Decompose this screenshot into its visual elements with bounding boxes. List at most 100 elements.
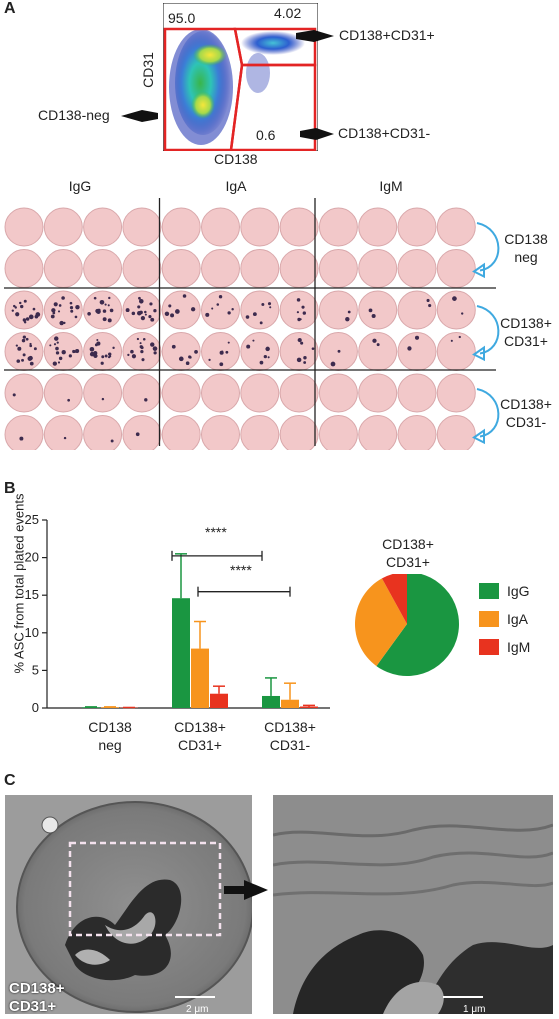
well — [240, 373, 280, 413]
well-spot — [368, 308, 373, 313]
well-spot — [252, 312, 257, 317]
em-zoom-arrow — [224, 880, 268, 900]
well-spot — [97, 308, 101, 312]
row-label-cd138neg-line2: neg — [514, 249, 538, 265]
row-label-cd31neg-line1: CD138+ — [500, 396, 552, 412]
legend-label-igg: IgG — [507, 583, 530, 599]
well-spot — [104, 303, 107, 306]
well-spot — [89, 346, 95, 352]
well-spot — [296, 311, 299, 314]
well-spot — [140, 315, 146, 321]
well-spot — [168, 304, 172, 308]
well — [279, 290, 319, 330]
well-spot — [345, 316, 350, 322]
well — [161, 207, 201, 247]
flow-plot — [163, 3, 318, 151]
well-spot — [127, 353, 130, 357]
well — [318, 373, 358, 413]
well — [358, 207, 398, 247]
well-spot — [194, 349, 198, 354]
well-spot — [259, 321, 263, 325]
y-tick-label: 5 — [32, 662, 39, 677]
well-spot — [265, 346, 270, 352]
well-spot — [107, 304, 110, 307]
em-image-right — [273, 795, 553, 1014]
replicate-arrow-head — [472, 345, 485, 362]
well-spot — [107, 318, 112, 323]
well — [201, 290, 240, 330]
well-spot — [130, 349, 134, 354]
well-spot — [178, 356, 184, 362]
well-spot — [302, 311, 306, 315]
well — [436, 415, 476, 450]
gate-value-cd138-cd31pos: 4.02 — [274, 5, 302, 21]
bar-chart-ylabel: % ASC from total plated events — [11, 493, 27, 674]
well-spot — [100, 361, 104, 365]
row-label-cd31neg: CD138+ CD31- — [496, 395, 556, 431]
well — [4, 249, 44, 288]
well-spot — [164, 311, 170, 317]
well-spot — [300, 341, 304, 345]
well-spot — [58, 356, 63, 361]
bar-category-1-line2: CD31+ — [178, 737, 222, 753]
well-spot — [22, 318, 27, 322]
elispot-col-iga: IgA — [225, 178, 247, 194]
well-spot — [426, 298, 430, 303]
well-spot — [170, 313, 175, 318]
bar-igm — [300, 706, 318, 708]
bar-category-2-line2: CD31- — [269, 737, 311, 753]
well — [43, 415, 83, 450]
well-spot — [107, 355, 111, 359]
well-spot — [149, 302, 153, 306]
well-spot — [148, 314, 152, 319]
well-spot — [330, 361, 336, 367]
well-spot — [112, 346, 115, 350]
pie-slice-igm — [381, 574, 407, 624]
well-spot — [29, 361, 34, 366]
well-spot — [139, 310, 143, 315]
well — [4, 373, 44, 413]
well — [358, 373, 398, 413]
well-spot — [221, 350, 224, 353]
well — [43, 290, 83, 330]
pie-title-line2: CD31+ — [386, 554, 430, 570]
well — [279, 373, 319, 413]
well-spot — [61, 296, 65, 300]
well-spot — [452, 296, 457, 301]
replicate-arrow — [476, 388, 500, 438]
well — [358, 290, 398, 330]
well — [318, 415, 358, 450]
well-spot — [57, 361, 61, 364]
well-spot — [208, 358, 211, 361]
well-spot — [55, 346, 59, 351]
well-spot — [32, 307, 36, 311]
well — [201, 415, 240, 450]
well — [358, 415, 398, 450]
well-spot — [153, 351, 157, 355]
y-tick-label: 15 — [25, 587, 39, 602]
bar-category-0: CD138 neg — [70, 718, 150, 754]
well-spot — [227, 341, 230, 344]
well-spot — [109, 308, 114, 313]
pie-slice-iga — [355, 578, 407, 667]
well — [397, 207, 437, 247]
bar-category-2-line1: CD138+ — [264, 719, 316, 735]
well-spot — [136, 337, 140, 341]
well — [436, 290, 476, 330]
gate-value-cd138neg: 95.0 — [168, 10, 196, 26]
well-spot — [101, 397, 105, 401]
em-scale-left: 2 μm — [186, 1004, 209, 1015]
well — [122, 415, 162, 450]
well-spot — [15, 312, 20, 317]
em-cell-label: CD138+ CD31+ — [9, 980, 64, 1016]
well-spot — [376, 343, 380, 347]
well-spot — [140, 346, 144, 350]
well-spot — [414, 335, 420, 340]
well-spot — [23, 321, 27, 324]
well-spot — [152, 346, 158, 351]
well-spot — [182, 294, 187, 298]
well-spot — [101, 355, 105, 359]
gate-value-cd138-cd31neg: 0.6 — [256, 127, 276, 143]
well — [201, 373, 240, 413]
well-spot — [96, 339, 99, 342]
